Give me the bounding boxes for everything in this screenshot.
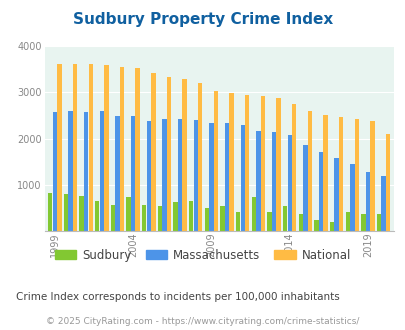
Bar <box>64 194 68 231</box>
Bar <box>291 104 296 231</box>
Bar <box>251 197 256 231</box>
Bar <box>115 116 119 231</box>
Bar <box>376 214 380 231</box>
Bar <box>111 205 115 231</box>
Bar <box>303 145 307 231</box>
Bar <box>213 90 217 231</box>
Bar <box>104 65 108 231</box>
Bar <box>360 214 365 231</box>
Bar <box>349 164 354 231</box>
Bar <box>162 119 166 231</box>
Bar <box>365 172 369 231</box>
Bar <box>130 116 135 231</box>
Bar <box>381 176 385 231</box>
Bar <box>142 205 146 231</box>
Bar <box>57 64 62 231</box>
Bar <box>79 196 83 231</box>
Bar <box>271 132 275 231</box>
Bar <box>298 214 302 231</box>
Bar <box>126 197 130 231</box>
Bar <box>287 135 291 231</box>
Bar <box>84 112 88 231</box>
Text: Sudbury Property Crime Index: Sudbury Property Crime Index <box>72 12 333 26</box>
Bar <box>334 158 338 231</box>
Bar <box>369 121 374 231</box>
Bar <box>166 77 171 231</box>
Text: © 2025 CityRating.com - https://www.cityrating.com/crime-statistics/: © 2025 CityRating.com - https://www.city… <box>46 317 359 326</box>
Bar <box>256 131 260 231</box>
Bar <box>135 68 139 231</box>
Bar <box>193 120 198 231</box>
Bar <box>345 212 349 231</box>
Bar <box>220 206 224 231</box>
Bar <box>198 83 202 231</box>
Bar <box>209 123 213 231</box>
Bar <box>318 152 322 231</box>
Bar <box>235 212 240 231</box>
Bar <box>119 67 124 231</box>
Bar <box>224 123 229 231</box>
Bar <box>322 115 327 231</box>
Bar <box>95 201 99 231</box>
Bar <box>182 80 186 231</box>
Bar <box>48 193 52 231</box>
Bar <box>204 208 209 231</box>
Bar <box>338 117 343 231</box>
Bar <box>146 121 151 231</box>
Bar <box>177 119 182 231</box>
Text: Crime Index corresponds to incidents per 100,000 inhabitants: Crime Index corresponds to incidents per… <box>16 292 339 302</box>
Bar <box>276 98 280 231</box>
Bar <box>189 201 193 231</box>
Bar <box>68 111 72 231</box>
Bar <box>173 202 177 231</box>
Legend: Sudbury, Massachusetts, National: Sudbury, Massachusetts, National <box>50 244 355 266</box>
Bar <box>329 222 333 231</box>
Bar <box>313 220 318 231</box>
Bar <box>99 111 104 231</box>
Bar <box>240 125 244 231</box>
Bar <box>229 93 233 231</box>
Bar <box>72 64 77 231</box>
Bar <box>88 64 93 231</box>
Bar <box>53 112 57 231</box>
Bar <box>245 95 249 231</box>
Bar <box>157 206 162 231</box>
Bar <box>282 206 287 231</box>
Bar <box>307 111 311 231</box>
Bar <box>354 119 358 231</box>
Bar <box>260 96 264 231</box>
Bar <box>385 134 390 231</box>
Bar <box>151 73 155 231</box>
Bar <box>266 212 271 231</box>
